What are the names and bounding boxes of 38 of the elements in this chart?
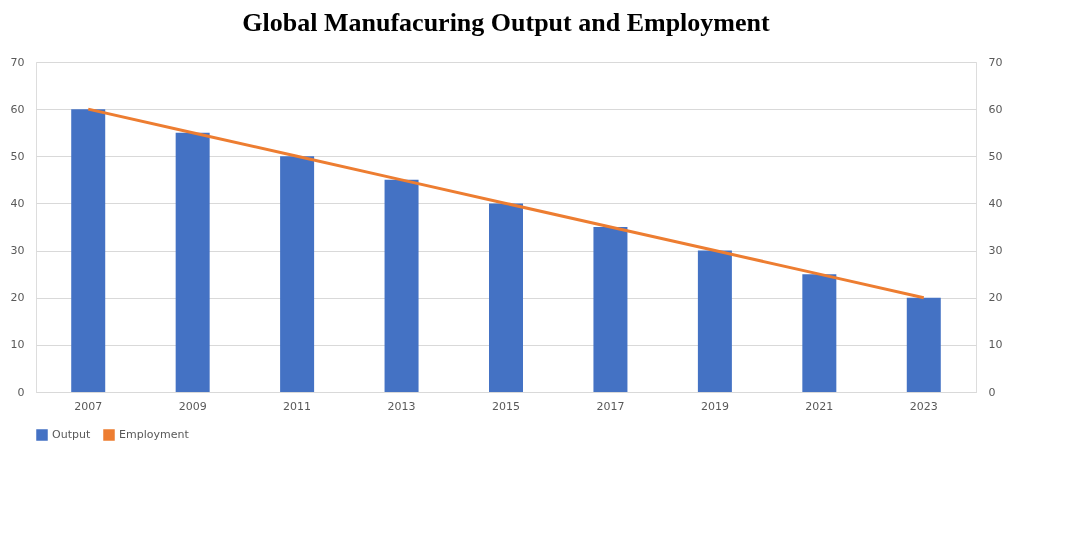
x-tick-label: 2023: [909, 399, 938, 413]
bar: [906, 297, 941, 392]
line-series: [86, 107, 926, 300]
chart-title: Global Manufacuring Output and Employment: [242, 8, 770, 37]
y-tick-label: 60: [10, 102, 25, 116]
x-tick-label: 2009: [178, 399, 207, 413]
y2-tick-label: 30: [988, 244, 1003, 258]
y2-tick-label: 70: [988, 55, 1003, 69]
y-tick-label: 10: [10, 338, 25, 352]
legend-label: Output: [52, 428, 91, 441]
x-tick-label: 2013: [387, 399, 416, 413]
legend-label: Employment: [119, 428, 190, 441]
x-tick-label: 2011: [283, 399, 312, 413]
bar: [280, 156, 315, 392]
bar: [697, 250, 732, 392]
x-tick-label: 2015: [492, 399, 520, 413]
y2-tick-label: 40: [988, 196, 1003, 210]
x-tick-label: 2017: [596, 399, 625, 413]
y2-tick-label: 10: [988, 338, 1003, 352]
y-tick-label: 30: [10, 244, 25, 258]
y-tick-label: 70: [10, 55, 25, 69]
x-tick-label: 2021: [805, 399, 834, 413]
bar: [384, 179, 419, 392]
y-tick-label: 20: [10, 291, 25, 305]
y-tick-label: 0: [17, 385, 25, 399]
y2-tick-label: 50: [988, 149, 1003, 163]
x-tick-label: 2007: [74, 399, 103, 413]
bar: [71, 109, 106, 392]
y2-tick-label: 0: [988, 385, 996, 399]
y2-tick-label: 60: [988, 102, 1003, 116]
y2-tick-label: 20: [988, 291, 1003, 305]
bar: [489, 203, 523, 392]
y-tick-label: 40: [10, 196, 25, 210]
bar: [175, 132, 210, 392]
bar: [593, 227, 628, 392]
x-tick-label: 2019: [700, 399, 729, 413]
y-tick-label: 50: [10, 149, 25, 163]
bar: [802, 274, 837, 392]
